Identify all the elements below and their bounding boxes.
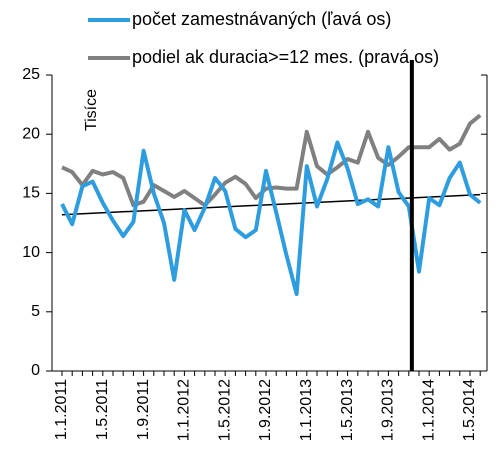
x-tick-label: 1.1.2011: [53, 379, 70, 440]
x-tick-label: 1.9.2013: [380, 379, 397, 441]
x-tick-label: 1.5.2014: [461, 379, 478, 441]
series-line: [60, 140, 482, 297]
x-tick-label: 1.1.2013: [298, 379, 315, 441]
x-tick-label: 1.5.2013: [339, 379, 356, 441]
x-tick-label: 1.9.2012: [257, 379, 274, 441]
y-tick-label: 5: [31, 303, 40, 320]
y-tick-label: 15: [22, 185, 40, 202]
x-tick-label: 1.9.2011: [135, 379, 152, 440]
legend-label: podiel ak duracia>=12 mes. (pravá os): [132, 47, 439, 67]
y-tick-label: 20: [22, 125, 40, 142]
legend-label: počet zamestnávaných (ľavá os): [132, 9, 391, 29]
x-tick-label: 1.5.2012: [216, 379, 233, 441]
x-tick-label: 1.1.2014: [420, 379, 437, 441]
y-tick-label: 0: [31, 362, 40, 379]
y-axis-label: Tisíce: [83, 89, 100, 131]
y-tick-label: 10: [22, 244, 40, 261]
y-tick-label: 25: [22, 66, 40, 83]
x-tick-label: 1.1.2012: [176, 379, 193, 441]
x-tick-label: 1.5.2011: [94, 379, 111, 440]
